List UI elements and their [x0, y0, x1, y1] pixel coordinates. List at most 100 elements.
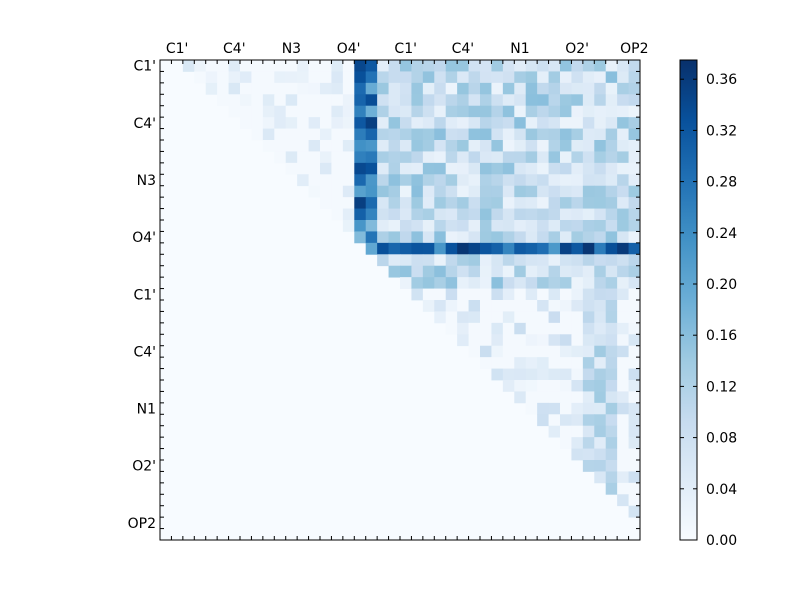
heatmap-cell: [491, 265, 504, 278]
heatmap-cell: [628, 162, 641, 175]
heatmap-cell: [491, 254, 504, 267]
heatmap-cell: [594, 117, 607, 129]
heatmap-cell: [628, 265, 641, 278]
heatmap-cell: [342, 105, 355, 118]
heatmap-cell: [365, 185, 378, 198]
heatmap-cell: [537, 220, 549, 232]
heatmap-cell: [388, 151, 401, 164]
heatmap-cell: [377, 82, 389, 95]
heatmap-cell: [480, 94, 492, 107]
heatmap-cell: [537, 300, 549, 312]
y-tick-label: N1: [137, 402, 156, 418]
heatmap-cell: [594, 448, 607, 461]
heatmap-cell: [605, 334, 618, 347]
heatmap-cell: [537, 357, 549, 369]
heatmap-cell: [457, 60, 469, 72]
heatmap-cell: [582, 208, 595, 221]
heatmap-cell: [537, 322, 549, 335]
heatmap-cell: [285, 128, 298, 141]
heatmap-cell: [525, 322, 538, 335]
heatmap-cell: [628, 414, 641, 427]
heatmap-cell: [400, 277, 412, 289]
heatmap-cell: [605, 448, 618, 461]
heatmap-cell: [571, 288, 584, 301]
heatmap-cell: [491, 288, 504, 301]
heatmap-cell: [400, 220, 412, 232]
heatmap-cell: [514, 277, 527, 289]
heatmap-cell: [434, 151, 447, 164]
heatmap-cell: [525, 357, 538, 369]
heatmap-cell: [422, 242, 435, 255]
heatmap-cell: [400, 162, 412, 175]
heatmap-cell: [502, 151, 515, 164]
heatmap-cell: [537, 140, 549, 152]
heatmap-cell: [571, 402, 584, 415]
heatmap-cell: [457, 197, 469, 209]
heatmap-cell: [445, 322, 458, 335]
heatmap-cell: [605, 220, 618, 232]
heatmap-cell: [297, 140, 309, 152]
heatmap-cell: [331, 60, 344, 72]
heatmap-cell: [582, 300, 595, 312]
heatmap-cell: [457, 242, 469, 255]
heatmap-cell: [400, 254, 412, 267]
heatmap-cell: [594, 334, 607, 347]
heatmap-cell: [274, 105, 287, 118]
heatmap-cell: [400, 231, 412, 244]
x-tick-label: O2': [565, 41, 589, 57]
heatmap-cell: [548, 197, 561, 209]
heatmap-cell: [331, 208, 344, 221]
heatmap-cell: [502, 94, 515, 107]
heatmap-cell: [468, 288, 481, 301]
heatmap-cell: [605, 231, 618, 244]
heatmap-cell: [605, 322, 618, 335]
heatmap-cell: [525, 288, 538, 301]
heatmap-cell: [628, 71, 641, 84]
heatmap-cell: [525, 140, 538, 152]
heatmap-cell: [445, 60, 458, 72]
heatmap-cell: [628, 471, 641, 484]
heatmap-cell: [491, 220, 504, 232]
heatmap-cell: [262, 60, 275, 72]
heatmap-cell: [628, 277, 641, 289]
heatmap-cell: [605, 368, 618, 381]
heatmap-cell: [400, 151, 412, 164]
colorbar-tick-label: 0.04: [706, 482, 737, 498]
heatmap-cell: [434, 71, 447, 84]
heatmap-cell: [331, 185, 344, 198]
heatmap-cell: [388, 254, 401, 267]
heatmap-cell: [320, 185, 332, 198]
heatmap-cell: [480, 197, 492, 209]
heatmap-cell: [594, 242, 607, 255]
heatmap-cell: [262, 82, 275, 95]
heatmap-cell: [480, 151, 492, 164]
heatmap-cell: [400, 128, 412, 141]
heatmap-cell: [320, 60, 332, 72]
heatmap-cell: [251, 117, 264, 129]
heatmap-cell: [582, 254, 595, 267]
heatmap-cell: [594, 174, 607, 187]
heatmap-cell: [285, 60, 298, 72]
heatmap-cell: [251, 60, 264, 72]
heatmap-cell: [525, 105, 538, 118]
heatmap-cell: [331, 162, 344, 175]
heatmap-cell: [571, 380, 584, 392]
heatmap-cell: [525, 391, 538, 404]
heatmap-cell: [628, 494, 641, 507]
heatmap-cell: [502, 162, 515, 175]
heatmap-cell: [480, 357, 492, 369]
heatmap-cell: [617, 185, 629, 198]
heatmap-cell: [400, 242, 412, 255]
heatmap-cell: [628, 242, 641, 255]
colorbar: [679, 59, 698, 541]
heatmap-cell: [274, 82, 287, 95]
heatmap-cell: [571, 117, 584, 129]
heatmap-cell: [445, 242, 458, 255]
heatmap-cell: [525, 220, 538, 232]
heatmap-cell: [594, 288, 607, 301]
heatmap-cell: [434, 162, 447, 175]
heatmap-cell: [594, 105, 607, 118]
heatmap-cell: [605, 265, 618, 278]
x-tick-label: N3: [282, 41, 301, 57]
